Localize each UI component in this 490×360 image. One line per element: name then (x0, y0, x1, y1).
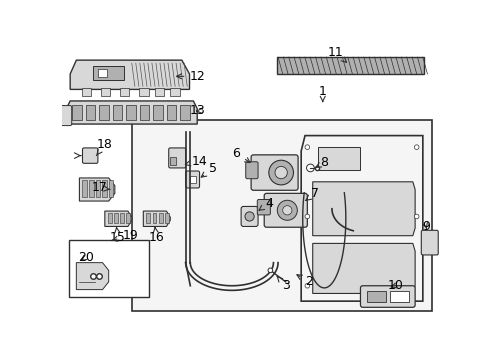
Bar (126, 105, 136, 120)
Text: 9: 9 (422, 220, 430, 233)
Bar (153, 105, 163, 120)
Text: 7: 7 (306, 187, 319, 201)
Bar (152, 213, 156, 223)
Bar (98, 69, 107, 77)
Circle shape (275, 166, 287, 179)
Bar (171, 88, 179, 95)
Circle shape (269, 160, 294, 185)
Text: 5: 5 (201, 162, 217, 177)
Bar (159, 213, 163, 223)
Text: 18: 18 (97, 138, 113, 156)
Circle shape (415, 214, 419, 219)
Text: 11: 11 (328, 46, 346, 62)
Bar (120, 88, 129, 95)
Bar (96, 180, 100, 197)
Bar (318, 147, 361, 170)
Text: 1: 1 (319, 85, 327, 102)
Bar (73, 105, 82, 120)
Circle shape (305, 283, 310, 288)
Bar (190, 176, 196, 183)
Bar (69, 239, 149, 297)
Polygon shape (70, 60, 190, 89)
Bar (171, 157, 176, 165)
Bar (114, 213, 118, 223)
Polygon shape (143, 211, 171, 226)
Bar (82, 180, 87, 197)
Bar (108, 213, 112, 223)
Circle shape (305, 145, 310, 149)
Bar (93, 66, 124, 80)
Circle shape (283, 206, 292, 215)
Text: 15: 15 (110, 228, 126, 244)
Polygon shape (76, 263, 109, 289)
Text: 12: 12 (176, 70, 205, 83)
FancyBboxPatch shape (57, 105, 72, 126)
Polygon shape (105, 211, 132, 226)
FancyBboxPatch shape (257, 199, 270, 215)
Bar (126, 213, 130, 223)
Text: 13: 13 (189, 104, 205, 117)
Bar (86, 105, 95, 120)
Bar (102, 180, 107, 197)
Circle shape (307, 164, 314, 172)
Text: 17: 17 (92, 181, 110, 194)
Polygon shape (79, 178, 115, 201)
Bar (140, 105, 149, 120)
Bar (120, 213, 124, 223)
FancyBboxPatch shape (241, 206, 258, 226)
Circle shape (268, 268, 273, 273)
Text: 3: 3 (277, 276, 290, 292)
Bar (167, 105, 176, 120)
Text: 14: 14 (185, 154, 207, 167)
Circle shape (277, 200, 297, 220)
Polygon shape (66, 101, 197, 124)
FancyBboxPatch shape (245, 162, 258, 179)
Bar (140, 88, 149, 95)
Bar (109, 180, 113, 197)
Polygon shape (313, 182, 415, 236)
Text: 8: 8 (315, 156, 328, 169)
Bar (99, 105, 109, 120)
Circle shape (415, 145, 419, 149)
Bar (113, 105, 122, 120)
Text: 19: 19 (113, 229, 138, 242)
FancyBboxPatch shape (421, 230, 438, 255)
Bar (89, 180, 94, 197)
Circle shape (245, 212, 254, 221)
FancyBboxPatch shape (361, 286, 415, 307)
FancyBboxPatch shape (169, 148, 186, 168)
Text: 10: 10 (387, 279, 403, 292)
Bar (180, 105, 190, 120)
FancyBboxPatch shape (82, 148, 98, 163)
Text: 4: 4 (259, 197, 273, 210)
Text: 6: 6 (233, 147, 250, 163)
Text: 16: 16 (148, 228, 164, 244)
Bar (101, 88, 110, 95)
Polygon shape (313, 243, 415, 293)
Bar (132, 120, 432, 311)
Bar (276, 57, 424, 74)
Bar (147, 213, 150, 223)
Text: 20: 20 (77, 251, 94, 264)
Text: 2: 2 (297, 275, 313, 288)
Bar (155, 88, 164, 95)
FancyBboxPatch shape (251, 155, 298, 190)
Bar (165, 213, 169, 223)
Bar (390, 291, 409, 302)
Polygon shape (301, 136, 423, 301)
FancyBboxPatch shape (264, 193, 307, 227)
FancyBboxPatch shape (186, 171, 199, 188)
Bar (82, 88, 91, 95)
Bar (367, 291, 386, 302)
Circle shape (305, 214, 310, 219)
